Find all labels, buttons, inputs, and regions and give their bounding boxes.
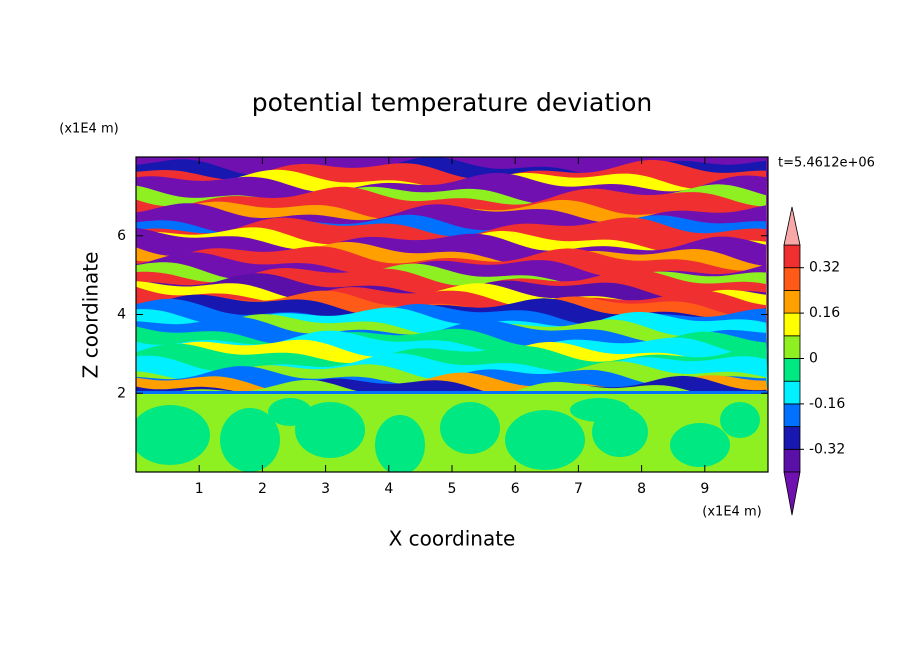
field-blob bbox=[670, 423, 730, 467]
colorbar-tick-label: 0.16 bbox=[809, 305, 840, 321]
x-tick-label: 5 bbox=[448, 481, 457, 497]
x-unit: (x1E4 m) bbox=[702, 505, 761, 520]
field-blob bbox=[440, 402, 500, 454]
field-blob bbox=[720, 402, 760, 438]
field-band bbox=[136, 380, 768, 400]
field-blob bbox=[295, 402, 365, 458]
colorbar-tick-label: -0.16 bbox=[809, 396, 845, 412]
chart-title: potential temperature deviation bbox=[252, 88, 652, 117]
x-tick-label: 3 bbox=[321, 481, 330, 497]
colorbar-box bbox=[783, 426, 801, 450]
x-tick-label: 2 bbox=[258, 481, 267, 497]
y-tick-label: 4 bbox=[117, 307, 126, 323]
field-blob bbox=[505, 410, 585, 470]
colorbar-box bbox=[783, 448, 801, 473]
colorbar-over bbox=[783, 206, 801, 246]
x-tick-label: 9 bbox=[700, 481, 709, 497]
y-tick-label: 2 bbox=[117, 385, 126, 401]
y-unit: (x1E4 m) bbox=[59, 122, 118, 137]
x-tick-label: 6 bbox=[511, 481, 520, 497]
colorbar-box bbox=[783, 267, 801, 291]
time-annotation: t=5.4612e+06 bbox=[778, 156, 875, 171]
field-blob bbox=[268, 398, 312, 426]
contour-field bbox=[136, 157, 768, 472]
y-axis-label: Z coordinate bbox=[79, 252, 103, 379]
x-tick-label: 7 bbox=[574, 481, 583, 497]
x-tick-label: 8 bbox=[637, 481, 646, 497]
field-blob bbox=[570, 398, 630, 422]
y-tick-label: 6 bbox=[117, 228, 126, 244]
colorbar-under bbox=[783, 471, 801, 516]
colorbar-box bbox=[783, 244, 801, 269]
field-blob bbox=[220, 408, 280, 472]
colorbar-box bbox=[783, 312, 801, 337]
x-tick-label: 4 bbox=[384, 481, 393, 497]
x-tick-label: 1 bbox=[195, 481, 204, 497]
field-blob bbox=[375, 415, 425, 472]
colorbar-box bbox=[783, 380, 801, 405]
colorbar-box bbox=[783, 358, 801, 382]
colorbar-box bbox=[783, 403, 801, 427]
colorbar-box bbox=[783, 289, 801, 314]
colorbar-tick-label: 0 bbox=[809, 351, 818, 367]
field-blob bbox=[136, 405, 210, 465]
field-band bbox=[136, 391, 768, 394]
x-axis-label: X coordinate bbox=[389, 527, 516, 551]
colorbar-tick-label: -0.32 bbox=[809, 441, 845, 457]
colorbar-tick-label: 0.32 bbox=[809, 260, 840, 276]
colorbar-box bbox=[783, 335, 801, 359]
